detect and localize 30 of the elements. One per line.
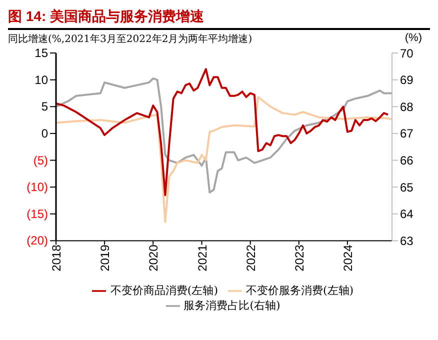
y-tick-label: (5) (33, 153, 48, 168)
y2-tick-label: 67 (400, 126, 414, 141)
legend-label: 服务消费占比(右轴) (184, 298, 280, 312)
y2-tick-label: 65 (400, 180, 414, 194)
y-tick-label: 0 (41, 126, 48, 140)
x-tick-label: 2021 (195, 244, 210, 272)
x-tick-label: 2020 (146, 244, 161, 272)
y-tick-label: 15 (34, 46, 48, 60)
y2-tick-label: 70 (400, 46, 414, 60)
y2-axis-title: (%) (404, 32, 422, 45)
legend-label: 不变价商品消费(左轴) (110, 284, 218, 297)
y-tick-label: 5 (41, 100, 48, 114)
y-tick-label: (20) (26, 234, 48, 248)
legend-label: 不变价服务消费(左轴) (246, 284, 354, 297)
x-tick-label: 2024 (340, 244, 355, 272)
x-tick-label: 2019 (98, 244, 112, 272)
y2-tick-label: 63 (400, 234, 414, 248)
x-tick-label: 2023 (292, 244, 306, 272)
y2-tick-label: 64 (400, 207, 414, 222)
y-tick-label: (10) (26, 180, 48, 194)
x-tick-label: 2022 (244, 244, 258, 272)
y2-tick-label: 66 (400, 154, 414, 168)
line-series (56, 96, 392, 223)
y-tick-label: 10 (34, 72, 48, 87)
y-tick-label: (15) (26, 206, 48, 221)
x-tick-label: 2018 (50, 244, 64, 272)
y-axis-title: 同比增速(%,2021年3月至2022年2月为两年平均增速) (8, 32, 252, 45)
y2-tick-label: 68 (400, 100, 414, 114)
y2-tick-label: 69 (400, 73, 414, 88)
chart-title: 图 14: 美国商品与服务消费增速 (8, 8, 430, 30)
